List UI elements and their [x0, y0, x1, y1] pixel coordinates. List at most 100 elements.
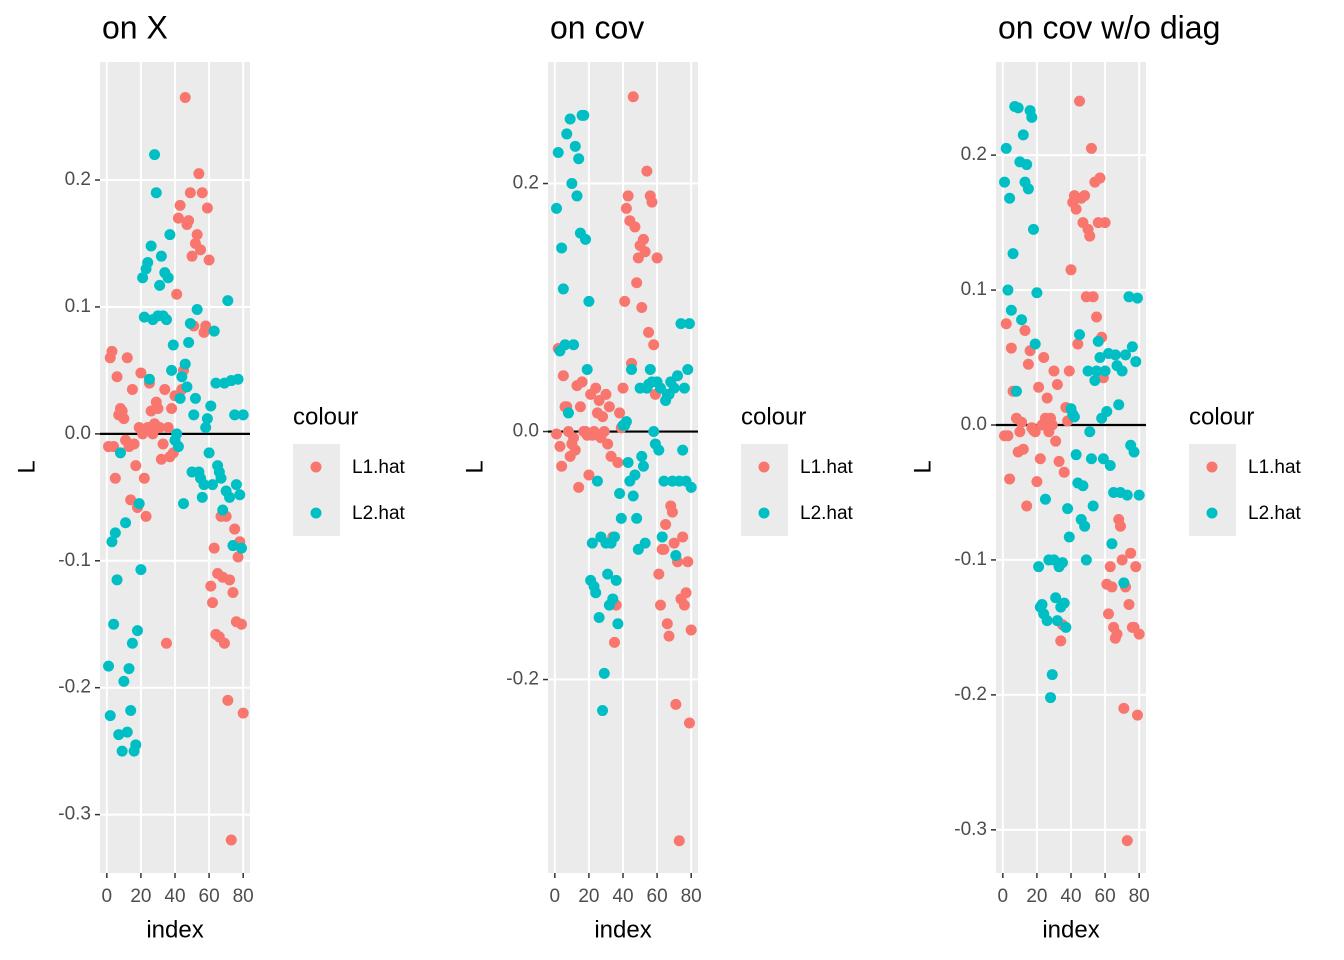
- point: [619, 295, 631, 307]
- point: [143, 373, 155, 385]
- point: [200, 320, 212, 332]
- y-tick-label: 0.1: [65, 296, 91, 317]
- x-tick-label: 20: [578, 886, 599, 907]
- point: [627, 91, 639, 103]
- point: [639, 246, 651, 258]
- point: [128, 438, 140, 450]
- point: [121, 726, 133, 738]
- point: [1026, 111, 1038, 123]
- legend-label: L1.hat: [352, 457, 406, 478]
- point: [668, 537, 680, 549]
- point: [1068, 411, 1080, 423]
- point: [556, 242, 568, 254]
- point: [1019, 325, 1031, 337]
- point: [590, 587, 602, 599]
- point: [1034, 453, 1046, 465]
- y-tick-label: 0.1: [961, 279, 987, 300]
- point: [183, 336, 195, 348]
- point: [668, 382, 680, 394]
- point: [1010, 385, 1022, 397]
- point: [1063, 531, 1075, 543]
- chart-title: on cov: [550, 9, 644, 45]
- point: [186, 250, 198, 262]
- x-tick-label: 80: [681, 886, 702, 907]
- point: [160, 637, 172, 649]
- point: [191, 303, 203, 315]
- x-tick-label: 0: [998, 886, 1009, 907]
- point: [123, 663, 135, 675]
- point: [1017, 129, 1029, 141]
- point: [1133, 489, 1145, 501]
- point: [1004, 473, 1016, 485]
- x-tick-label: 40: [612, 886, 633, 907]
- point: [162, 272, 174, 284]
- point: [685, 624, 697, 636]
- point: [1021, 500, 1033, 512]
- point: [120, 517, 132, 529]
- point: [646, 196, 658, 208]
- point: [1002, 430, 1014, 442]
- point: [1022, 358, 1034, 370]
- point: [661, 618, 673, 630]
- point: [1012, 102, 1024, 114]
- point: [573, 153, 585, 165]
- point: [653, 568, 665, 580]
- point: [200, 422, 212, 434]
- point: [1055, 635, 1067, 647]
- point: [680, 587, 692, 599]
- point: [610, 574, 622, 586]
- point: [557, 283, 569, 295]
- point: [614, 488, 626, 500]
- point: [591, 475, 603, 487]
- point: [201, 202, 213, 214]
- point: [648, 339, 660, 351]
- point: [157, 438, 169, 450]
- point: [1118, 702, 1130, 714]
- point: [627, 490, 639, 502]
- point: [658, 475, 670, 487]
- y-tick-label: 0.2: [961, 144, 987, 165]
- x-tick-label: 60: [199, 886, 220, 907]
- x-tick-label: 80: [1129, 886, 1150, 907]
- point: [1099, 365, 1111, 377]
- point: [121, 352, 133, 364]
- point: [637, 233, 649, 245]
- x-tick-label: 80: [233, 886, 254, 907]
- point: [195, 244, 207, 256]
- y-tick-label: -0.1: [954, 549, 987, 570]
- point: [203, 447, 215, 459]
- point: [571, 190, 583, 202]
- point: [155, 250, 167, 262]
- point: [193, 168, 205, 180]
- point: [1106, 581, 1118, 593]
- point: [598, 426, 610, 438]
- point: [205, 580, 217, 592]
- point: [1101, 405, 1113, 417]
- point: [602, 568, 614, 580]
- point: [1120, 349, 1132, 361]
- point: [1058, 597, 1070, 609]
- point: [612, 457, 624, 469]
- point: [1014, 426, 1026, 438]
- point: [1092, 335, 1104, 347]
- point: [1128, 446, 1140, 458]
- point: [171, 288, 183, 300]
- point: [651, 252, 663, 264]
- point: [181, 381, 193, 393]
- point: [574, 401, 586, 413]
- point: [608, 636, 620, 648]
- point: [600, 388, 612, 400]
- point: [1080, 554, 1092, 566]
- point: [1131, 709, 1143, 721]
- point: [154, 279, 166, 291]
- point: [235, 618, 247, 630]
- point: [673, 835, 685, 847]
- point: [622, 457, 634, 469]
- point: [620, 416, 632, 428]
- point: [217, 504, 229, 516]
- point: [222, 694, 234, 706]
- point: [138, 311, 150, 323]
- point: [125, 705, 137, 717]
- point: [569, 444, 581, 456]
